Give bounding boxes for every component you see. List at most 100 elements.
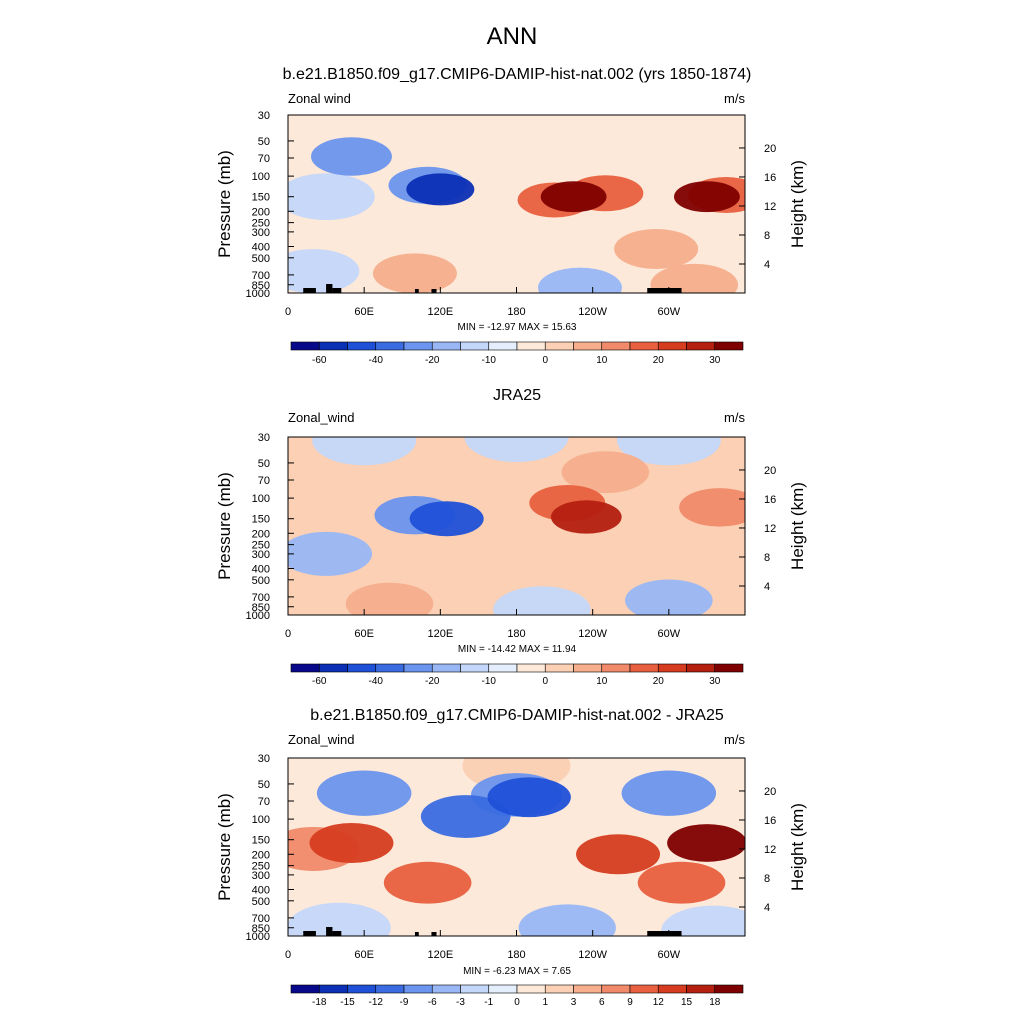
y-tick-label: 1000 <box>246 931 270 943</box>
units-label: m/s <box>724 732 745 747</box>
colorbar-label: 0 <box>542 676 548 687</box>
topography-block <box>647 288 682 293</box>
x-tick-label: 0 <box>285 949 291 961</box>
height-tick-label: 16 <box>764 494 776 506</box>
x-tick-label: 60E <box>354 628 374 640</box>
height-tick-label: 12 <box>764 844 776 856</box>
colorbar-label: -60 <box>312 676 327 687</box>
colorbar-swatch <box>431 984 461 994</box>
colorbar-swatch <box>403 663 433 673</box>
colorbar-swatch <box>629 663 659 673</box>
x-tick-label: 60E <box>354 306 374 318</box>
y-tick-label: 100 <box>252 171 270 183</box>
colorbar-swatch <box>375 663 405 673</box>
y-tick-label: 50 <box>258 458 270 470</box>
topography-block <box>326 927 333 936</box>
colorbar-swatch <box>573 663 603 673</box>
colorbar-label: 3 <box>571 997 577 1008</box>
height-tick-label: 16 <box>764 172 776 184</box>
y-tick-label: 150 <box>252 835 270 847</box>
colorbar-swatch <box>657 341 687 351</box>
colorbar-label: -18 <box>312 997 327 1008</box>
colorbar-label: -10 <box>482 676 497 687</box>
topography-block <box>414 932 419 936</box>
y-tick-label: 850 <box>252 923 270 935</box>
units-label: m/s <box>724 91 745 106</box>
panels: b.e21.B1850.f09_g17.CMIP6-DAMIP-hist-nat… <box>215 66 807 1008</box>
contour-region <box>674 181 740 213</box>
contour-region <box>661 905 745 936</box>
y-tick-label: 50 <box>258 136 270 148</box>
y-tick-label: 100 <box>252 814 270 826</box>
panel-title: JRA25 <box>493 387 541 404</box>
colorbar-swatch <box>686 341 716 351</box>
right-axis-title: Height (km) <box>788 803 807 891</box>
contour-region <box>288 249 360 293</box>
contour-field <box>288 758 745 936</box>
height-tick-label: 4 <box>764 581 770 593</box>
y-tick-label: 500 <box>252 253 270 265</box>
panel-title: b.e21.B1850.f09_g17.CMIP6-DAMIP-hist-nat… <box>283 66 752 83</box>
y-tick-label: 400 <box>252 563 270 575</box>
variable-label: Zonal wind <box>288 91 351 106</box>
colorbar-swatch <box>347 341 377 351</box>
contour-region <box>345 582 434 615</box>
colorbar-label: -40 <box>369 676 384 687</box>
contour-region <box>316 770 412 816</box>
colorbar-label: -1 <box>484 997 493 1008</box>
x-tick-label: 60W <box>658 949 681 961</box>
height-tick-label: 8 <box>764 873 770 885</box>
colorbar-swatch <box>375 341 405 351</box>
contour-region <box>561 451 650 494</box>
colorbar-swatch <box>573 984 603 994</box>
topography-block <box>431 932 437 936</box>
colorbar-swatch <box>714 984 744 994</box>
y-tick-label: 70 <box>258 475 270 487</box>
contour-region <box>625 579 713 615</box>
colorbar-label: 18 <box>709 997 721 1008</box>
right-axis-title: Height (km) <box>788 160 807 248</box>
colorbar-label: 9 <box>627 997 633 1008</box>
colorbar-swatch <box>431 341 461 351</box>
x-tick-label: 180 <box>507 306 525 318</box>
contour-field <box>288 115 745 293</box>
height-tick-label: 20 <box>764 786 776 798</box>
colorbar-label: 15 <box>681 997 693 1008</box>
colorbar-swatch <box>460 663 490 673</box>
topography-block <box>326 284 333 293</box>
colorbar-swatch <box>516 663 546 673</box>
contour-region <box>406 173 475 206</box>
contour-region <box>614 228 699 269</box>
colorbar-label: -20 <box>425 355 440 366</box>
colorbar-swatch <box>516 984 546 994</box>
y-axis-title: Pressure (mb) <box>215 150 234 258</box>
y-tick-label: 200 <box>252 206 270 218</box>
colorbar-swatch <box>375 984 405 994</box>
y-tick-label: 250 <box>252 540 270 552</box>
page-title: ANN <box>487 23 538 50</box>
colorbar-swatch <box>318 984 348 994</box>
contour-region <box>409 501 484 537</box>
colorbar-label: -15 <box>340 997 355 1008</box>
contour-region <box>493 586 591 615</box>
height-tick-label: 16 <box>764 815 776 827</box>
y-tick-label: 30 <box>258 432 270 444</box>
x-tick-label: 120E <box>427 949 453 961</box>
y-tick-label: 850 <box>252 602 270 614</box>
colorbar-swatch <box>629 984 659 994</box>
topography-block <box>303 288 316 293</box>
colorbar-label: 30 <box>709 355 721 366</box>
y-tick-label: 150 <box>252 514 270 526</box>
contour-region <box>621 770 717 816</box>
topography-block <box>332 931 342 936</box>
height-tick-label: 20 <box>764 465 776 477</box>
y-axis-title: Pressure (mb) <box>215 793 234 901</box>
colorbar-swatch <box>431 663 461 673</box>
topography-block <box>647 931 682 936</box>
colorbar-swatch <box>290 341 320 351</box>
contour-region <box>464 437 569 462</box>
y-tick-label: 70 <box>258 796 270 808</box>
contour-region <box>288 173 375 221</box>
colorbar-swatch <box>686 663 716 673</box>
